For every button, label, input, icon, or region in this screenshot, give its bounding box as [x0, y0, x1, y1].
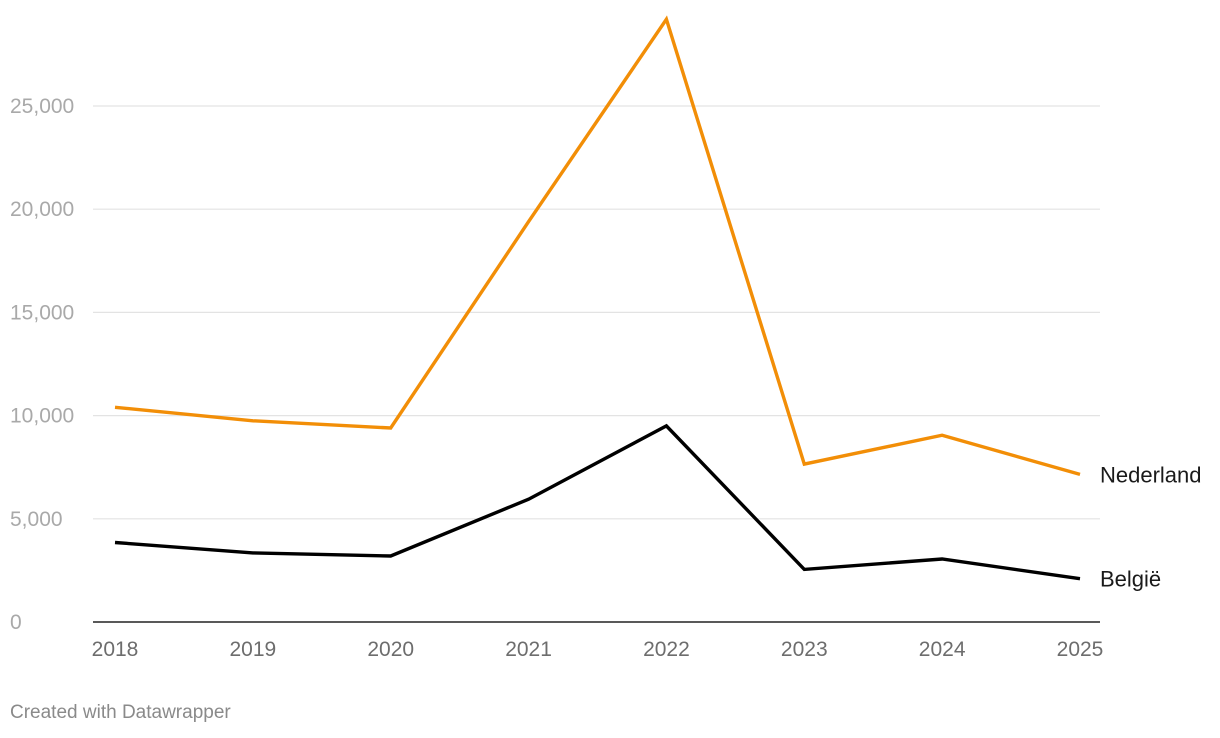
x-tick-label: 2023 [781, 638, 828, 661]
y-axis-tick-labels: 0 5,000 10,000 15,000 20,000 25,000 [10, 95, 74, 634]
x-axis-tick-labels: 2018 2019 2020 2021 2022 2023 2024 2025 [92, 638, 1104, 661]
series-line-nederland [114, 15, 1081, 477]
x-tick-label: 2021 [505, 638, 552, 661]
x-tick-label: 2020 [367, 638, 414, 661]
series-labels: Nederland België [1100, 462, 1202, 591]
x-tick-label: 2019 [229, 638, 276, 661]
x-tick-label: 2022 [643, 638, 690, 661]
y-tick-label: 25,000 [10, 95, 74, 118]
x-tick-label: 2024 [919, 638, 966, 661]
x-tick-label: 2025 [1057, 638, 1104, 661]
series-line-belgi- [114, 423, 1081, 581]
y-tick-label: 0 [10, 611, 22, 634]
grid-lines [93, 105, 1100, 623]
y-tick-label: 20,000 [10, 198, 74, 221]
y-tick-label: 15,000 [10, 301, 74, 324]
credit-text: Created with Datawrapper [10, 702, 231, 723]
y-tick-label: 5,000 [10, 508, 63, 531]
series-label: Nederland [1100, 462, 1202, 487]
series-label: België [1100, 567, 1161, 592]
series-lines [114, 15, 1081, 581]
y-tick-label: 10,000 [10, 405, 74, 428]
x-tick-label: 2018 [92, 638, 139, 661]
